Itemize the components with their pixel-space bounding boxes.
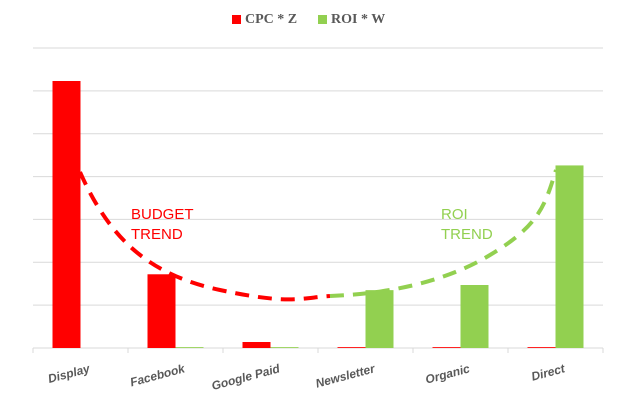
legend-swatch: [232, 15, 241, 24]
bar: [555, 165, 584, 348]
bar: [175, 347, 204, 348]
roi-trend-curve: [329, 169, 558, 298]
annotation: TREND: [131, 226, 183, 243]
bar: [270, 347, 299, 348]
legend-label: CPC * Z: [245, 12, 297, 27]
legend-swatch: [318, 15, 327, 24]
x-tick-label: Display: [46, 361, 92, 386]
bar: [52, 81, 81, 348]
bar: [337, 347, 366, 348]
bar: [242, 342, 271, 348]
annotation: BUDGET: [131, 206, 194, 223]
annotation: ROI: [441, 206, 468, 223]
x-tick-label: Google Paid: [210, 361, 282, 393]
x-tick-label: Facebook: [129, 361, 188, 389]
bar: [432, 347, 461, 348]
budget-trend-curve: [78, 171, 331, 302]
bar: [365, 290, 394, 348]
legend-label: ROI * W: [331, 12, 385, 27]
bar: [147, 274, 176, 348]
annotation: TREND: [441, 226, 493, 243]
x-tick-label: Newsletter: [314, 361, 378, 391]
bar: [460, 285, 489, 348]
x-tick-label: Organic: [424, 361, 472, 386]
x-tick-label: Direct: [530, 361, 567, 384]
bar: [527, 347, 556, 348]
